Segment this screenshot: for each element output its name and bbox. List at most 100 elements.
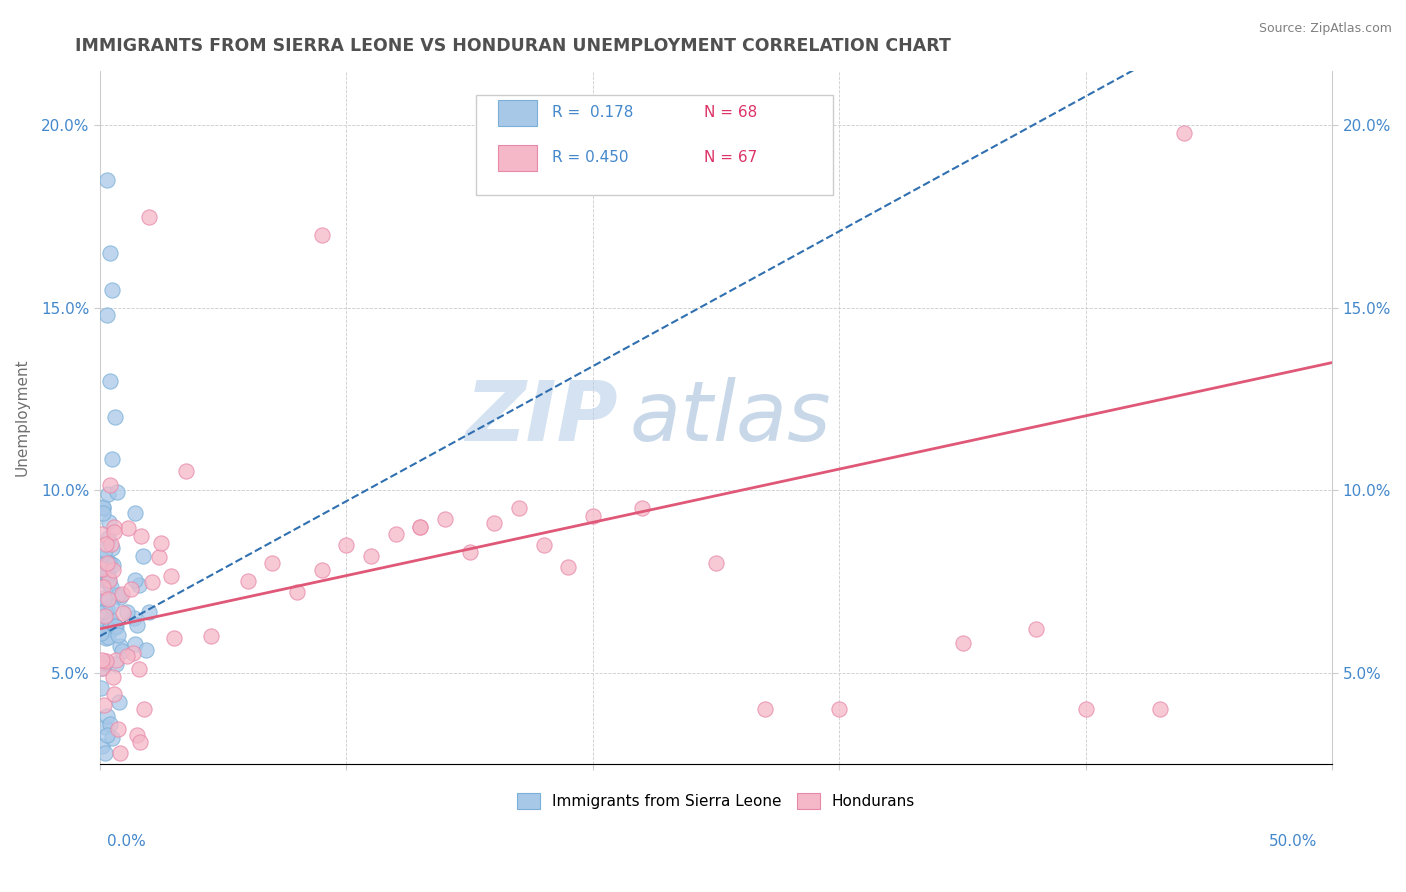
Point <box>97 630 120 644</box>
Point <box>91 500 114 514</box>
Point <box>97 531 120 545</box>
Point <box>100 541 122 556</box>
Bar <box>498 145 537 171</box>
Point <box>91 562 114 576</box>
Point <box>111 606 134 620</box>
Point <box>409 519 432 533</box>
Point <box>141 574 163 589</box>
Point <box>149 535 172 549</box>
Point <box>97 614 120 628</box>
Point <box>90 551 112 566</box>
Point <box>100 580 122 594</box>
Point <box>582 508 605 523</box>
Point <box>101 451 124 466</box>
Point <box>96 308 118 322</box>
Point <box>1074 702 1097 716</box>
Point <box>132 549 155 563</box>
Point <box>96 556 118 570</box>
Point <box>98 556 121 570</box>
Point <box>101 670 124 684</box>
Point <box>104 619 127 633</box>
Point <box>1173 126 1195 140</box>
Point <box>124 637 146 651</box>
Point <box>98 716 121 731</box>
Point <box>105 485 128 500</box>
Point <box>100 599 122 613</box>
Point <box>311 227 333 242</box>
Point <box>138 605 160 619</box>
Point <box>98 478 121 492</box>
Point <box>508 501 530 516</box>
Point <box>103 525 125 540</box>
Point <box>125 728 148 742</box>
Point <box>91 580 114 594</box>
Point <box>128 578 150 592</box>
Legend: Immigrants from Sierra Leone, Hondurans: Immigrants from Sierra Leone, Hondurans <box>510 787 921 815</box>
Y-axis label: Unemployment: Unemployment <box>15 359 30 476</box>
Point <box>104 653 127 667</box>
Point <box>704 556 727 570</box>
Point <box>100 537 122 551</box>
Point <box>163 632 186 646</box>
Point <box>115 649 138 664</box>
Point <box>98 246 121 260</box>
FancyBboxPatch shape <box>475 95 834 195</box>
Point <box>91 739 114 753</box>
Point <box>93 542 115 557</box>
Point <box>94 656 117 670</box>
Point <box>97 623 120 637</box>
Point <box>409 519 432 533</box>
Point <box>1149 702 1171 716</box>
Point <box>97 592 120 607</box>
Text: N = 68: N = 68 <box>704 105 756 120</box>
Point <box>117 521 139 535</box>
Point <box>128 662 150 676</box>
Point <box>384 527 406 541</box>
Point <box>120 582 142 596</box>
Point <box>101 558 124 573</box>
Point <box>115 605 138 619</box>
Point <box>236 574 259 589</box>
Point <box>90 681 112 695</box>
Point <box>101 563 124 577</box>
Point <box>335 538 357 552</box>
Point <box>91 660 114 674</box>
Point <box>104 410 127 425</box>
Point <box>129 529 152 543</box>
Point <box>110 639 132 653</box>
Point <box>96 173 118 187</box>
Point <box>94 604 117 618</box>
Point <box>124 573 146 587</box>
Point <box>952 636 974 650</box>
Point <box>91 506 114 520</box>
Point <box>631 501 654 516</box>
Point <box>91 527 114 541</box>
Point <box>160 568 183 582</box>
Point <box>90 618 112 632</box>
Point <box>533 538 555 552</box>
Point <box>96 728 118 742</box>
Text: 50.0%: 50.0% <box>1270 834 1317 848</box>
Point <box>1025 622 1047 636</box>
Point <box>98 374 121 388</box>
Point <box>122 646 145 660</box>
Point <box>94 592 117 607</box>
Text: Source: ZipAtlas.com: Source: ZipAtlas.com <box>1258 22 1392 36</box>
Point <box>91 661 114 675</box>
Point <box>96 575 118 590</box>
Point <box>103 520 125 534</box>
Point <box>125 618 148 632</box>
Point <box>360 549 382 563</box>
Point <box>285 585 308 599</box>
Text: R =  0.178: R = 0.178 <box>553 105 634 120</box>
Point <box>458 545 481 559</box>
Point <box>94 654 117 668</box>
Text: R = 0.450: R = 0.450 <box>553 150 628 165</box>
Point <box>138 210 160 224</box>
Point <box>97 568 120 582</box>
Point <box>262 556 284 570</box>
Point <box>97 487 120 501</box>
Point <box>108 746 131 760</box>
Point <box>105 620 128 634</box>
Point <box>103 687 125 701</box>
